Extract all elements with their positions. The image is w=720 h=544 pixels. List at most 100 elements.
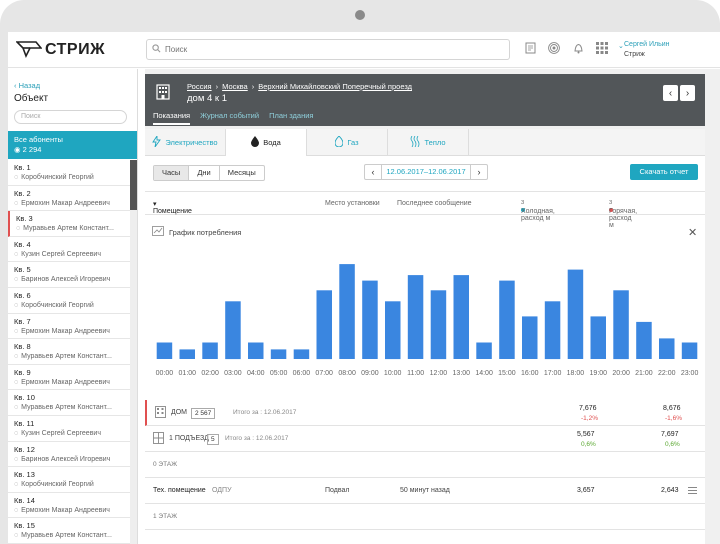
breadcrumb-item[interactable]: Москва [222, 82, 248, 91]
chart-bar[interactable] [270, 349, 287, 359]
house-icon [155, 406, 166, 420]
owner-name: Кузин Сергей Сергеевич [21, 250, 101, 258]
col-cold-label: Холодная, расход м [521, 208, 555, 222]
sidebar-search-input[interactable]: Поиск [14, 110, 127, 124]
chart-bar[interactable] [567, 269, 584, 359]
x-tick-label: 10:00 [384, 370, 402, 377]
chart-bar[interactable] [476, 342, 492, 360]
chart-bar[interactable] [202, 342, 218, 360]
chart-bar[interactable] [156, 342, 173, 360]
hot-dot [609, 208, 613, 212]
signal-icon[interactable] [548, 42, 560, 54]
tab-electricity[interactable]: Электричество [145, 129, 226, 156]
x-tick-label: 08:00 [338, 370, 356, 377]
date-range-picker: ‹ 12.06.2017–12.06.2017 › [364, 164, 488, 180]
tab-water[interactable]: Вода [226, 129, 307, 156]
flat-item[interactable]: Кв. 8 ◌ Муравьев Артем Констант... [8, 339, 130, 365]
flat-item[interactable]: Кв. 14 ◌ Ермохин Макар Андреевич [8, 493, 130, 519]
breadcrumb-item[interactable]: Россия [187, 82, 212, 91]
chart-bar[interactable] [293, 349, 310, 359]
user-icon: ◌ [14, 455, 19, 463]
period-selector: Часы Дни Месяцы [153, 165, 265, 181]
logo[interactable]: СТРИЖ [15, 39, 105, 61]
chart-bar[interactable] [636, 321, 652, 359]
chart-bar[interactable] [316, 290, 333, 360]
flat-owner: ◌ Коробчинский Георгий [14, 480, 124, 490]
tab-event-log[interactable]: Журнал событий [200, 111, 260, 120]
col-room[interactable]: Помещение ▾ [153, 201, 192, 215]
date-next-button[interactable]: › [477, 167, 481, 177]
chart-bar[interactable] [590, 316, 607, 359]
prev-object-button[interactable]: ‹ [663, 85, 678, 101]
bell-icon[interactable] [572, 42, 584, 54]
sidebar-scrollbar[interactable] [130, 160, 137, 544]
chart-bar[interactable] [225, 301, 241, 360]
date-range-value[interactable]: 12.06.2017–12.06.2017 [381, 165, 471, 179]
meter-type: ОДПУ [212, 487, 232, 494]
chart-bar[interactable] [613, 290, 629, 360]
chart-bar[interactable] [179, 349, 196, 359]
back-link[interactable]: ‹ Назад [14, 81, 40, 90]
next-object-button[interactable]: › [680, 85, 695, 101]
close-icon[interactable]: ✕ [688, 227, 698, 239]
flat-item[interactable]: Кв. 10 ◌ Муравьев Артем Констант... [8, 390, 130, 416]
flat-item[interactable]: Кв. 2 ◌ Ермохин Макар Андреевич [8, 186, 130, 212]
flat-item[interactable]: Кв. 6 ◌ Коробчинский Георгий [8, 288, 130, 314]
flat-item[interactable]: Кв. 1 ◌ Коробчинский Георгий [8, 160, 130, 186]
flat-item[interactable]: Кв. 13 ◌ Коробчинский Георгий [8, 467, 130, 493]
breadcrumb-item[interactable]: Верхний Михайловский Поперечный проезд [258, 82, 412, 91]
flat-item[interactable]: Кв. 7 ◌ Ермохин Макар Андреевич [8, 314, 130, 340]
flat-item[interactable]: Кв. 9 ◌ Ермохин Макар Андреевич [8, 365, 130, 391]
tab-readings[interactable]: Показания [153, 111, 191, 125]
flat-item[interactable]: Кв. 3 ◌ Муравьев Артем Констант... [8, 211, 130, 237]
search-box[interactable] [146, 39, 510, 60]
chart-icon [152, 226, 164, 238]
date-prev-button[interactable]: ‹ [371, 167, 375, 177]
chart-bar[interactable] [430, 290, 447, 360]
period-days-button[interactable]: Дни [189, 166, 220, 180]
report-icon[interactable] [524, 42, 536, 54]
cold-value: 5,567 [577, 431, 595, 438]
user-menu[interactable]: Сергей Ильин Стриж [624, 40, 670, 60]
period-months-button[interactable]: Месяцы [227, 168, 256, 177]
flat-item[interactable]: Кв. 4 ◌ Кузин Сергей Сергеевич [8, 237, 130, 263]
tab-label: Вода [263, 138, 281, 147]
grid-icon[interactable] [596, 42, 608, 54]
flat-item[interactable]: Кв. 12 ◌ Баринов Алексей Игоревич [8, 442, 130, 468]
menu-icon[interactable] [688, 487, 697, 494]
x-tick-label: 12:00 [430, 370, 448, 377]
chart-bar[interactable] [681, 342, 698, 360]
table-row[interactable]: ДОМ 2 567 Итого за : 12.06.2017 7,676 -1… [145, 400, 705, 426]
flat-item[interactable]: Кв. 11 ◌ Кузин Сергей Сергеевич [8, 416, 130, 442]
owner-name: Ермохин Макар Андреевич [21, 327, 110, 335]
chart-bar[interactable] [522, 316, 538, 359]
chart-bar[interactable] [339, 264, 355, 359]
chart-bar[interactable] [248, 342, 264, 360]
controls-bar: Часы Дни Месяцы ‹ 12.06.2017–12.06.2017 … [145, 161, 705, 185]
flat-item[interactable]: Кв. 5 ◌ Баринов Алексей Игоревич [8, 262, 130, 288]
chart-bar[interactable] [385, 301, 401, 360]
table-row[interactable]: Тех. помещение ОДПУ Подвал 50 минут наза… [145, 478, 705, 504]
flat-number: Кв. 3 [16, 214, 33, 224]
flat-item[interactable]: Кв. 15 ◌ Муравьев Артем Констант... [8, 518, 130, 544]
period-hours-button[interactable]: Часы [154, 166, 190, 180]
tab-heat[interactable]: Тепло [388, 129, 469, 156]
tab-label: Газ [347, 138, 359, 147]
user-chevron-down-icon[interactable]: ⌄ [618, 43, 624, 50]
download-report-button[interactable]: Скачать отчет [630, 164, 698, 180]
scrollbar-thumb[interactable] [130, 160, 137, 210]
search-input[interactable] [165, 45, 485, 54]
chart-bar[interactable] [453, 275, 470, 359]
chart-bar[interactable] [499, 280, 515, 359]
all-subscribers-item[interactable]: Все абоненты ◉ 2 294 [8, 131, 137, 159]
table-row[interactable]: 1 ПОДЪЕЗД 5 Итого за : 12.06.2017 5,567 … [145, 426, 705, 452]
chart-bar[interactable] [659, 338, 675, 359]
chart-bar[interactable] [362, 280, 378, 359]
tab-gas[interactable]: Газ [307, 129, 388, 156]
tab-building-plan[interactable]: План здания [269, 111, 314, 120]
chart-bar[interactable] [407, 275, 424, 359]
chart-bar[interactable] [544, 301, 561, 360]
flat-owner: ◌ Ермохин Макар Андреевич [14, 327, 124, 337]
owner-name: Коробчинский Георгий [21, 481, 94, 489]
x-tick-label: 19:00 [590, 370, 608, 377]
